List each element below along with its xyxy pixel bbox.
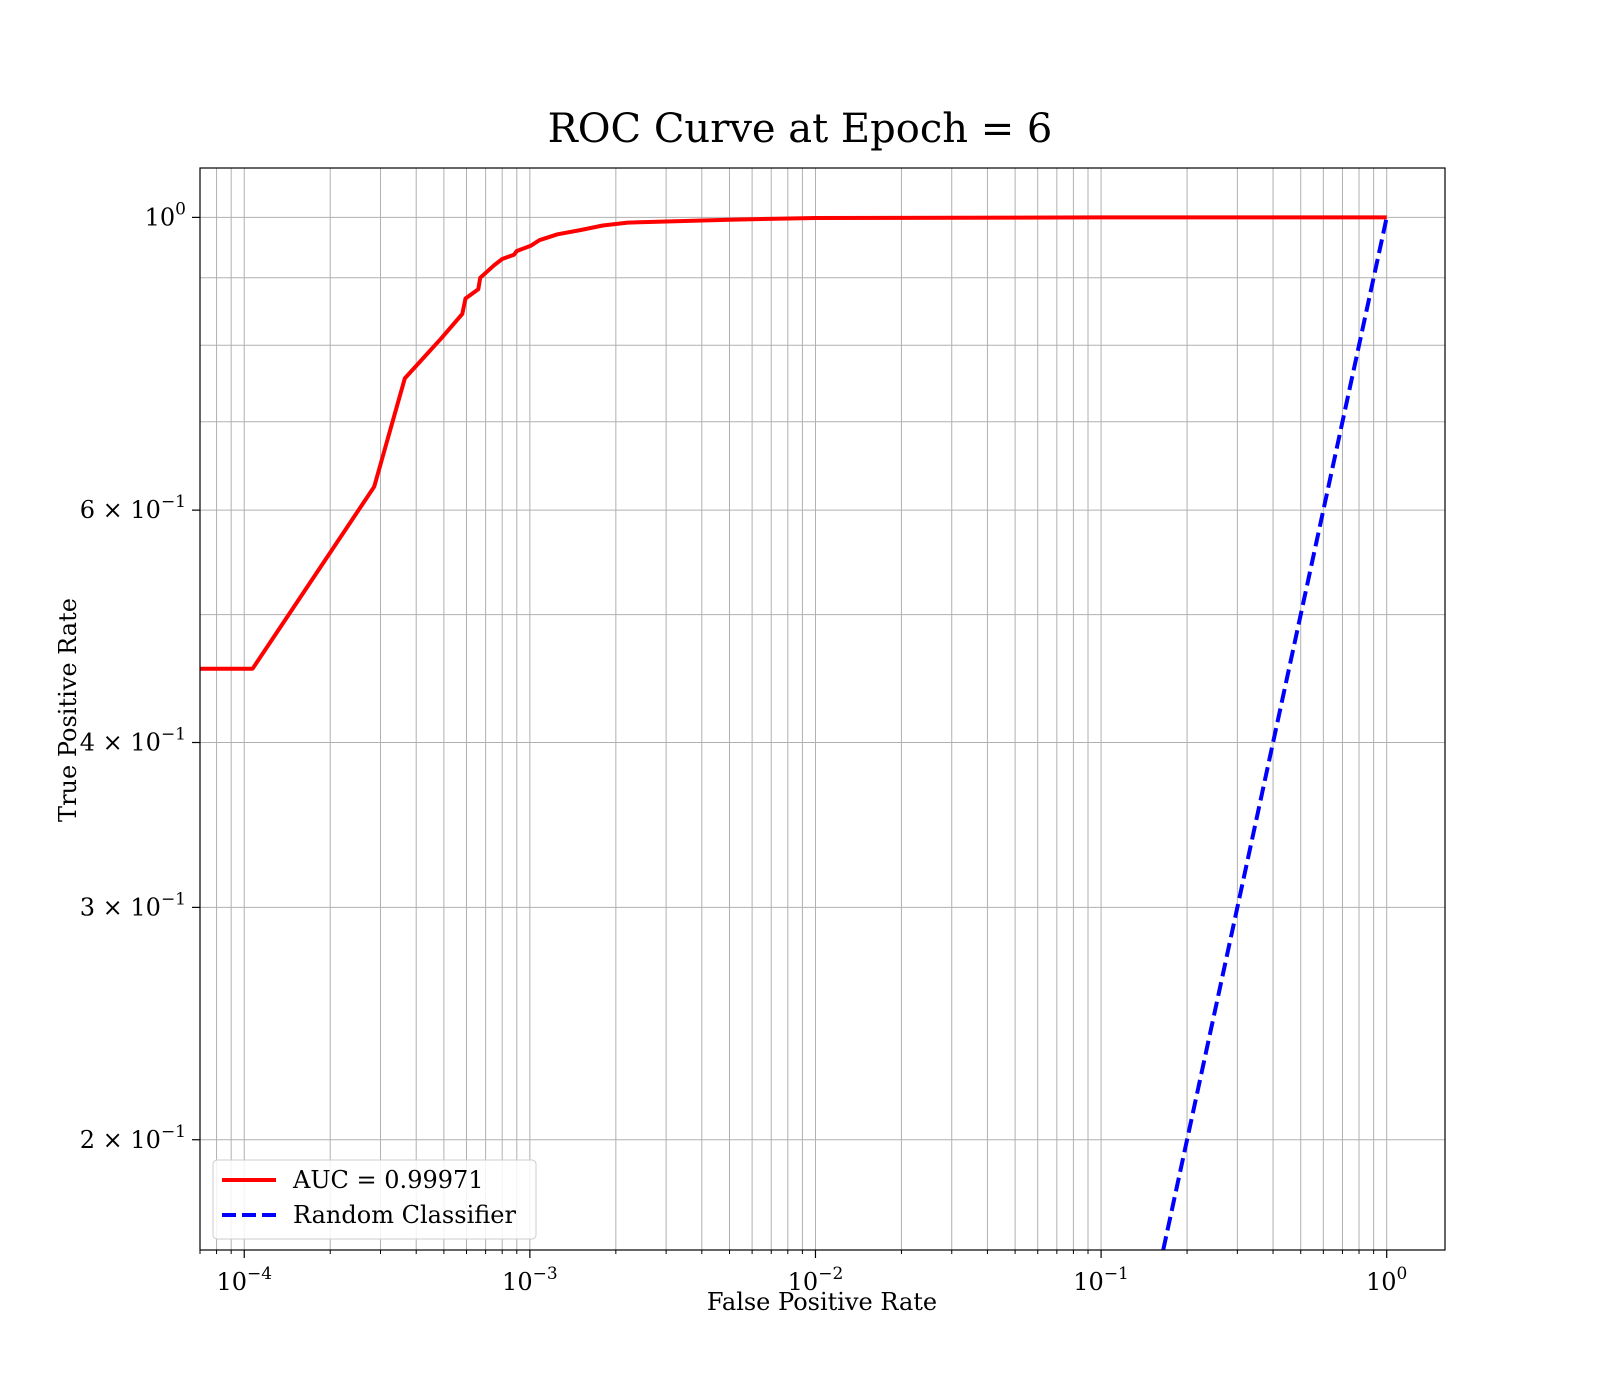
x-tick-label: 10−4 [216,1264,272,1296]
legend-label-random: Random Classifier [293,1201,516,1229]
y-tick-label: 3 × 10−1 [80,889,186,921]
legend-label-auc: AUC = 0.99971 [292,1166,484,1194]
random-classifier-line [1161,216,1389,1251]
y-tick-label: 6 × 10−1 [80,492,186,524]
legend: AUC = 0.99971 Random Classifier [212,1159,537,1240]
y-tick-label: 4 × 10−1 [80,725,186,757]
y-tick-label: 2 × 10−1 [80,1122,186,1154]
x-tick-label: 10−3 [502,1264,558,1296]
plot-frame [199,167,1446,1251]
grid [199,168,1445,1250]
x-axis-label: False Positive Rate [707,1288,937,1316]
x-axis-ticks: 10−4 10−3 10−2 10−1 100 [199,1250,1407,1296]
x-tick-label: 100 [1366,1264,1407,1296]
x-tick-label: 10−1 [1073,1264,1129,1296]
roc-curve-line [200,215,1387,671]
y-tick-label: 100 [145,199,186,231]
y-axis-ticks: 100 6 × 10−1 4 × 10−1 3 × 10−1 2 × 10−1 [80,199,200,1154]
series-layer [200,215,1389,1251]
x-tick-label: 10−2 [788,1264,844,1296]
y-axis-label: True Positive Rate [54,598,82,822]
legend-box [212,1159,537,1240]
chart-title: ROC Curve at Epoch = 6 [548,106,1053,152]
